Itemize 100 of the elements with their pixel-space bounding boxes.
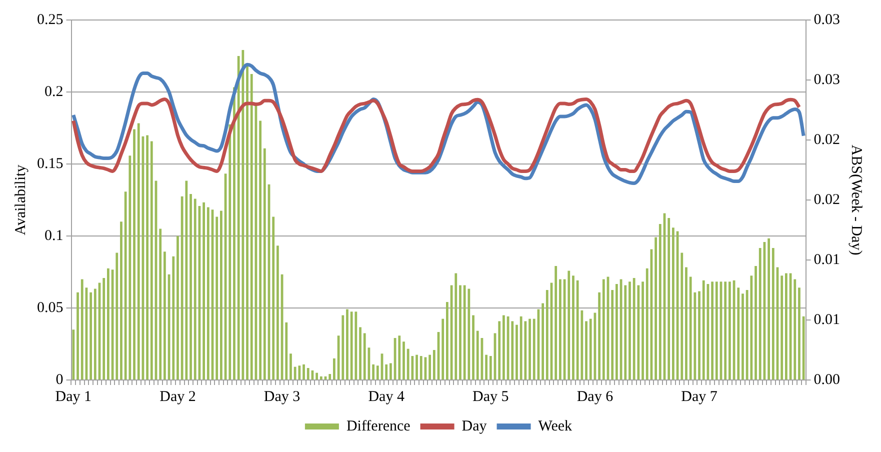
bar bbox=[342, 315, 344, 380]
legend-label: Difference bbox=[346, 418, 411, 434]
y-tick-label: 0 bbox=[56, 372, 64, 388]
y2-tick-label: 0.01 bbox=[814, 312, 840, 328]
bar bbox=[137, 123, 140, 380]
bar bbox=[420, 356, 422, 380]
bar bbox=[402, 342, 405, 380]
bar bbox=[624, 285, 627, 380]
bar bbox=[416, 354, 418, 380]
bar bbox=[172, 256, 175, 380]
bar bbox=[233, 87, 236, 380]
bar bbox=[385, 364, 388, 380]
bar bbox=[632, 278, 636, 380]
bar bbox=[332, 358, 336, 380]
bar bbox=[516, 324, 518, 380]
bar bbox=[463, 285, 466, 380]
bar bbox=[272, 216, 275, 380]
bar bbox=[294, 366, 296, 380]
bar bbox=[642, 282, 644, 380]
bar bbox=[250, 74, 253, 380]
bar bbox=[190, 194, 192, 380]
bar bbox=[672, 228, 674, 380]
bar bbox=[90, 292, 92, 380]
bar bbox=[220, 210, 222, 380]
bar bbox=[216, 216, 218, 380]
bar bbox=[520, 316, 522, 380]
y2-tick-label: 0.01 bbox=[814, 252, 840, 268]
bar bbox=[737, 288, 740, 380]
bar bbox=[572, 276, 574, 380]
bar bbox=[754, 266, 757, 380]
bar bbox=[302, 364, 305, 380]
bar bbox=[758, 248, 762, 380]
bar bbox=[472, 315, 474, 380]
bar bbox=[485, 354, 488, 380]
y-tick-label: 0.25 bbox=[37, 12, 64, 28]
bar bbox=[459, 285, 462, 380]
bar bbox=[668, 218, 670, 380]
bar bbox=[290, 354, 292, 380]
bar bbox=[454, 273, 458, 380]
bar bbox=[363, 333, 366, 380]
bar bbox=[598, 292, 601, 380]
legend-label: Week bbox=[538, 418, 573, 434]
bar bbox=[206, 207, 210, 380]
bar bbox=[146, 135, 149, 380]
bar bbox=[646, 268, 648, 380]
y-tick-label: 0.2 bbox=[44, 84, 64, 100]
bar bbox=[532, 318, 536, 380]
bar bbox=[442, 318, 444, 380]
bar bbox=[328, 374, 332, 380]
bar bbox=[242, 50, 244, 380]
bar bbox=[259, 120, 262, 380]
bar bbox=[794, 279, 796, 380]
bar bbox=[724, 282, 727, 380]
bar bbox=[802, 316, 805, 380]
bar bbox=[316, 372, 318, 380]
bar bbox=[120, 222, 122, 380]
bar bbox=[176, 236, 179, 380]
bar bbox=[628, 282, 631, 380]
bar bbox=[685, 267, 688, 380]
bar bbox=[128, 156, 132, 380]
bar bbox=[72, 330, 75, 380]
x-tick-label: Day 5 bbox=[472, 388, 509, 405]
y2-tick-label: 0.00 bbox=[814, 372, 840, 388]
bar bbox=[502, 315, 505, 380]
bar bbox=[263, 148, 266, 380]
y2-tick-label: 0.03 bbox=[814, 72, 840, 88]
bar bbox=[372, 364, 375, 380]
bar bbox=[389, 363, 392, 380]
bar bbox=[772, 248, 774, 380]
y2-tick-label: 0.02 bbox=[814, 132, 840, 148]
bar bbox=[689, 276, 692, 380]
y2-tick-label: 0.03 bbox=[814, 12, 840, 28]
bar bbox=[163, 252, 166, 380]
bar bbox=[711, 282, 714, 380]
bar bbox=[558, 279, 562, 380]
y-tick-label: 0.05 bbox=[37, 300, 64, 316]
bar bbox=[528, 318, 531, 380]
bar bbox=[428, 354, 432, 380]
bar bbox=[94, 288, 96, 380]
line-series bbox=[72, 97, 801, 173]
bar bbox=[658, 224, 662, 380]
bar bbox=[654, 237, 658, 380]
bar bbox=[576, 280, 579, 380]
bar bbox=[446, 302, 448, 380]
y2-axis-title: ABS(Week - Day) bbox=[848, 144, 864, 256]
bar bbox=[498, 321, 501, 380]
bar bbox=[784, 273, 788, 380]
bar bbox=[306, 368, 310, 380]
bar bbox=[715, 282, 718, 380]
bar bbox=[476, 330, 479, 380]
bar bbox=[542, 303, 544, 380]
bar bbox=[133, 129, 136, 380]
bar bbox=[742, 294, 744, 380]
y-axis-title: Availability bbox=[12, 164, 29, 236]
bar bbox=[680, 252, 684, 380]
bar bbox=[285, 322, 288, 380]
x-tick-label: Day 7 bbox=[681, 388, 718, 405]
bar bbox=[76, 292, 79, 380]
bar bbox=[489, 356, 492, 380]
bar bbox=[468, 288, 470, 380]
